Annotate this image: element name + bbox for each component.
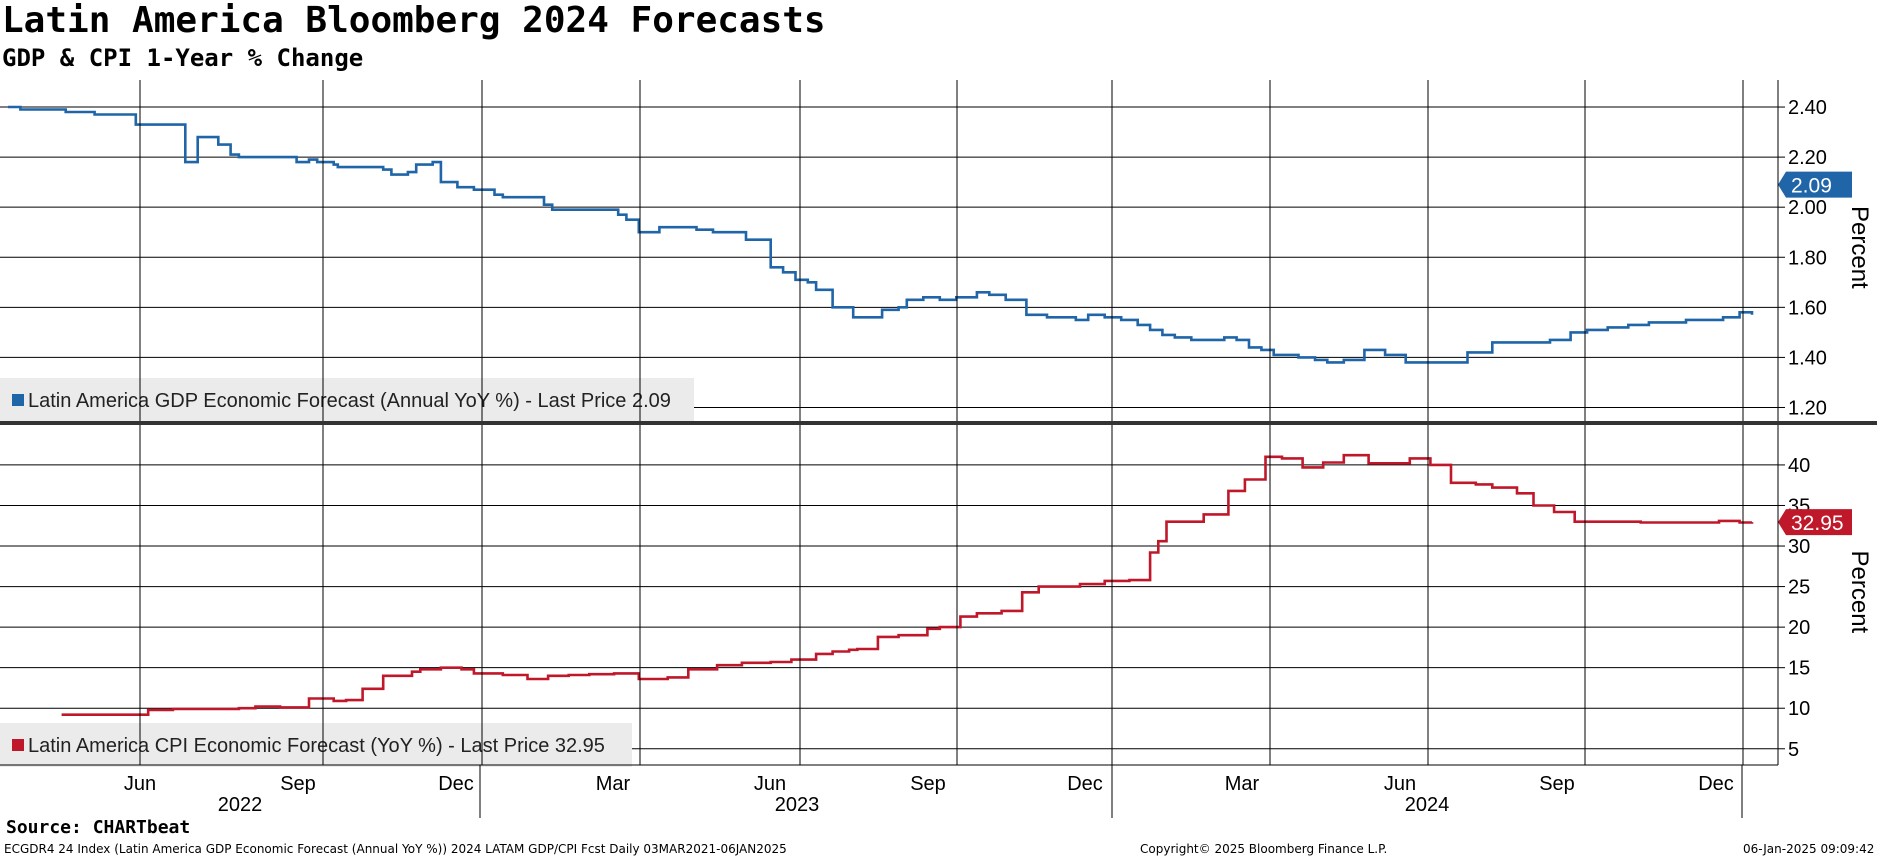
y-tick-label: 20 [1788,617,1810,639]
legend-swatch [12,739,24,751]
y-tick-label: 15 [1788,658,1810,680]
footer-copyright: Copyright© 2025 Bloomberg Finance L.P. [1140,842,1388,856]
x-month-label: Jun [754,773,786,795]
y-tick-label: 30 [1788,536,1810,558]
legend-box [0,723,632,767]
x-year-label: 2023 [775,794,820,816]
last-price-tag [1778,509,1852,536]
last-price-tag [1778,171,1852,198]
y-axis-label: Percent [1846,206,1873,289]
legend-swatch [12,394,24,406]
y-tick-label: 1.20 [1788,397,1827,419]
y-tick-label: 2.00 [1788,197,1827,219]
x-month-label: Sep [1539,773,1575,795]
y-tick-label: 2.40 [1788,97,1827,119]
y-tick-label: 5 [1788,739,1799,761]
x-year-label: 2022 [218,794,263,816]
legend-label: Latin America GDP Economic Forecast (Ann… [28,390,671,412]
y-tick-label: 25 [1788,577,1810,599]
y-tick-label: 1.40 [1788,347,1827,369]
source-label: Source: CHARTbeat [6,817,191,838]
y-tick-label: 1.80 [1788,247,1827,269]
x-month-label: Dec [1067,773,1103,795]
legend-box [0,378,694,422]
last-price-label: 2.09 [1791,175,1832,198]
cpi-series-line [61,453,1754,716]
y-tick-label: 10 [1788,698,1810,720]
gdp-series-line [8,105,1754,364]
y-tick-label: 2.20 [1788,147,1827,169]
footer-description: ECGDR4 24 Index (Latin America GDP Econo… [4,842,787,856]
legend-label: Latin America CPI Economic Forecast (YoY… [28,735,605,757]
chart-subtitle: GDP & CPI 1-Year % Change [2,44,364,72]
x-month-label: Mar [596,773,631,795]
x-year-label: 2024 [1405,794,1450,816]
chart-title: Latin America Bloomberg 2024 Forecasts [2,0,826,41]
x-month-label: Sep [280,773,316,795]
x-month-label: Mar [1225,773,1260,795]
x-month-label: Jun [124,773,156,795]
x-month-label: Dec [438,773,474,795]
x-month-label: Dec [1698,773,1734,795]
y-tick-label: 1.60 [1788,297,1827,319]
footer-timestamp: 06-Jan-2025 09:09:42 [1743,842,1875,856]
y-axis-label: Percent [1846,551,1873,634]
x-month-label: Jun [1384,773,1416,795]
y-tick-label: 40 [1788,455,1810,477]
last-price-label: 32.95 [1791,512,1844,535]
x-month-label: Sep [910,773,946,795]
